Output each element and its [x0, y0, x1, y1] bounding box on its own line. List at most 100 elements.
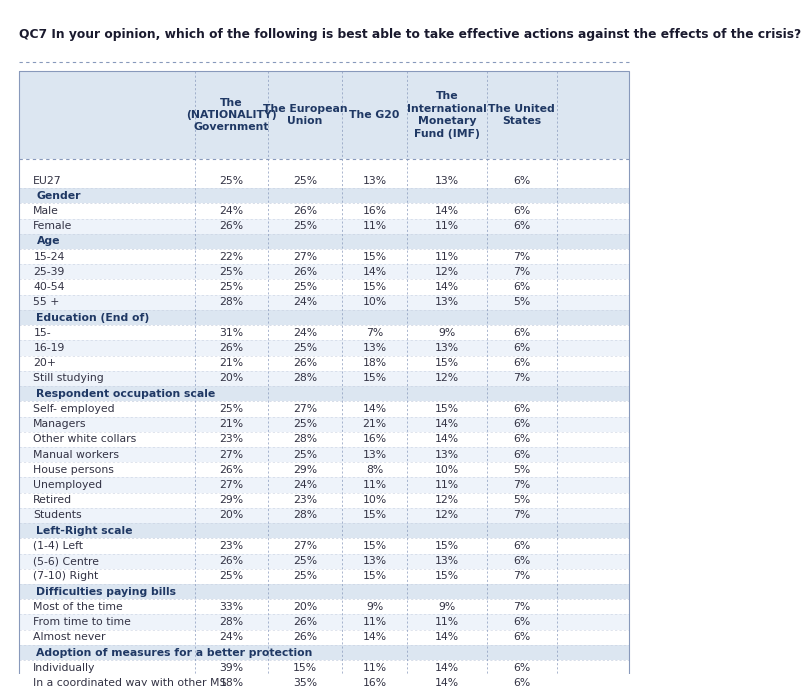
Text: Left-Right scale: Left-Right scale — [36, 525, 133, 536]
Bar — [19, 371, 629, 386]
Text: 24%: 24% — [293, 480, 317, 490]
Text: 18%: 18% — [220, 678, 243, 686]
Text: 15%: 15% — [363, 510, 387, 521]
Text: 14%: 14% — [363, 404, 387, 414]
Text: 10%: 10% — [363, 297, 387, 307]
Text: 14%: 14% — [435, 282, 459, 292]
Text: 5%: 5% — [513, 297, 530, 307]
Text: 6%: 6% — [513, 663, 530, 673]
Text: 6%: 6% — [513, 617, 530, 627]
Text: 26%: 26% — [293, 206, 317, 216]
Text: 6%: 6% — [513, 206, 530, 216]
Text: The
(NATIONALITY)
Government: The (NATIONALITY) Government — [187, 97, 277, 132]
Text: 25%: 25% — [293, 419, 317, 429]
Text: 15%: 15% — [293, 663, 317, 673]
Bar — [19, 173, 629, 188]
Text: Managers: Managers — [33, 419, 87, 429]
Text: 26%: 26% — [220, 465, 243, 475]
Text: 14%: 14% — [363, 267, 387, 277]
Text: 7%: 7% — [366, 328, 383, 338]
Text: 15%: 15% — [363, 541, 387, 551]
Text: 7%: 7% — [513, 510, 530, 521]
Text: 40-54: 40-54 — [33, 282, 65, 292]
Bar — [19, 264, 629, 279]
Text: 35%: 35% — [293, 678, 317, 686]
Text: 14%: 14% — [363, 632, 387, 642]
Text: Retired: Retired — [33, 495, 72, 506]
Bar — [19, 203, 629, 219]
Bar — [19, 71, 629, 159]
Text: 14%: 14% — [435, 678, 459, 686]
Text: 11%: 11% — [363, 221, 387, 231]
Text: 26%: 26% — [293, 632, 317, 642]
Text: 5%: 5% — [513, 495, 530, 506]
Text: 11%: 11% — [435, 617, 459, 627]
Bar — [19, 675, 629, 686]
Text: 21%: 21% — [220, 419, 243, 429]
Text: Female: Female — [33, 221, 73, 231]
Text: 16%: 16% — [363, 434, 387, 445]
Text: 13%: 13% — [435, 556, 459, 566]
Text: 6%: 6% — [513, 358, 530, 368]
Text: 27%: 27% — [220, 480, 243, 490]
Bar — [19, 188, 629, 203]
Text: 20%: 20% — [293, 602, 317, 612]
Text: 25%: 25% — [220, 282, 243, 292]
Bar — [19, 386, 629, 401]
Text: 15-24: 15-24 — [33, 252, 65, 261]
Bar — [19, 477, 629, 493]
Text: Difficulties paying bills: Difficulties paying bills — [36, 587, 177, 597]
Bar — [19, 219, 629, 234]
Text: 9%: 9% — [439, 328, 456, 338]
Text: 25%: 25% — [293, 282, 317, 292]
Text: The
International
Monetary
Fund (IMF): The International Monetary Fund (IMF) — [407, 91, 487, 139]
Text: 25%: 25% — [220, 404, 243, 414]
Text: 6%: 6% — [513, 282, 530, 292]
Text: 10%: 10% — [435, 465, 459, 475]
Text: 39%: 39% — [220, 663, 243, 673]
Text: 25%: 25% — [220, 571, 243, 581]
Text: (1-4) Left: (1-4) Left — [33, 541, 84, 551]
Text: 28%: 28% — [293, 510, 317, 521]
Text: 27%: 27% — [220, 449, 243, 460]
Text: 16%: 16% — [363, 678, 387, 686]
Text: 15%: 15% — [363, 571, 387, 581]
Text: 15%: 15% — [435, 358, 459, 368]
Text: 29%: 29% — [220, 495, 243, 506]
Text: 25%: 25% — [220, 176, 243, 185]
Text: 12%: 12% — [435, 373, 459, 383]
Text: 7%: 7% — [513, 571, 530, 581]
Text: Education (End of): Education (End of) — [36, 313, 150, 322]
Bar — [19, 295, 629, 310]
Text: 14%: 14% — [435, 206, 459, 216]
Text: In a coordinated way with other MS: In a coordinated way with other MS — [33, 678, 227, 686]
Text: (5-6) Centre: (5-6) Centre — [33, 556, 99, 566]
Bar — [19, 615, 629, 630]
Text: 26%: 26% — [293, 617, 317, 627]
Text: 6%: 6% — [513, 434, 530, 445]
Bar — [19, 355, 629, 371]
Text: 11%: 11% — [435, 252, 459, 261]
Text: 6%: 6% — [513, 221, 530, 231]
Text: EU27: EU27 — [33, 176, 62, 185]
Text: 11%: 11% — [435, 221, 459, 231]
Text: Gender: Gender — [36, 191, 81, 201]
Text: 29%: 29% — [293, 465, 317, 475]
Text: 13%: 13% — [363, 343, 387, 353]
Text: 16-19: 16-19 — [33, 343, 65, 353]
Text: 28%: 28% — [220, 297, 243, 307]
Text: 6%: 6% — [513, 328, 530, 338]
Text: 6%: 6% — [513, 449, 530, 460]
Text: 13%: 13% — [435, 297, 459, 307]
Text: 20%: 20% — [219, 510, 243, 521]
Text: 6%: 6% — [513, 419, 530, 429]
Text: 9%: 9% — [439, 602, 456, 612]
Bar — [19, 249, 629, 264]
Text: QC7 In your opinion, which of the following is best able to take effective actio: QC7 In your opinion, which of the follow… — [19, 27, 801, 40]
Text: 15-: 15- — [33, 328, 51, 338]
Text: Still studying: Still studying — [33, 373, 104, 383]
Bar — [19, 416, 629, 431]
Text: 6%: 6% — [513, 541, 530, 551]
Text: 31%: 31% — [220, 328, 243, 338]
Bar — [19, 279, 629, 295]
